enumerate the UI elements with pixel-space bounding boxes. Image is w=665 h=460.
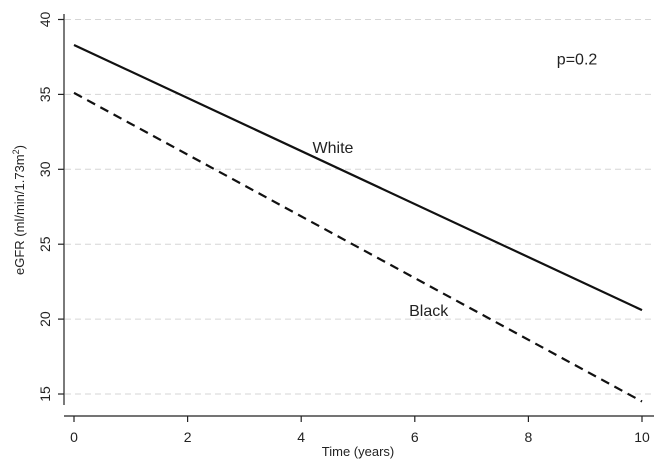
y-axis: 15 20 25 30 35 40 bbox=[37, 11, 65, 405]
y-tick-label: 40 bbox=[37, 11, 53, 27]
y-axis-title-close: ) bbox=[12, 145, 27, 149]
x-tick-label: 2 bbox=[184, 429, 192, 445]
x-tick-label: 8 bbox=[525, 429, 533, 445]
series-line-white bbox=[73, 43, 643, 312]
y-axis-title: eGFR (ml/min/1.73m2) bbox=[11, 145, 27, 275]
annotation-white: White bbox=[313, 140, 354, 157]
annotation-black: Black bbox=[409, 303, 449, 320]
x-axis: 0 2 4 6 8 10 bbox=[64, 415, 654, 445]
y-tick-label: 20 bbox=[37, 311, 53, 327]
annotations: White Black p=0.2 bbox=[313, 51, 598, 320]
x-axis-title: Time (years) bbox=[322, 444, 394, 459]
grid-lines bbox=[65, 18, 654, 395]
y-axis-title-main: eGFR (ml/min/1.73m bbox=[12, 154, 27, 275]
y-tick-label: 35 bbox=[37, 86, 53, 102]
y-tick-label: 25 bbox=[37, 236, 53, 252]
y-tick-label: 15 bbox=[37, 386, 53, 402]
series-lines bbox=[73, 43, 643, 403]
x-tick-label: 10 bbox=[634, 429, 650, 445]
x-tick-label: 6 bbox=[411, 429, 419, 445]
x-tick-label: 4 bbox=[297, 429, 305, 445]
y-tick-label: 30 bbox=[37, 161, 53, 177]
annotation-p-0-2: p=0.2 bbox=[557, 51, 598, 68]
y-axis-title-superscript: 2 bbox=[11, 149, 21, 154]
x-tick-label: 0 bbox=[70, 429, 78, 445]
series-line-black bbox=[73, 91, 643, 403]
